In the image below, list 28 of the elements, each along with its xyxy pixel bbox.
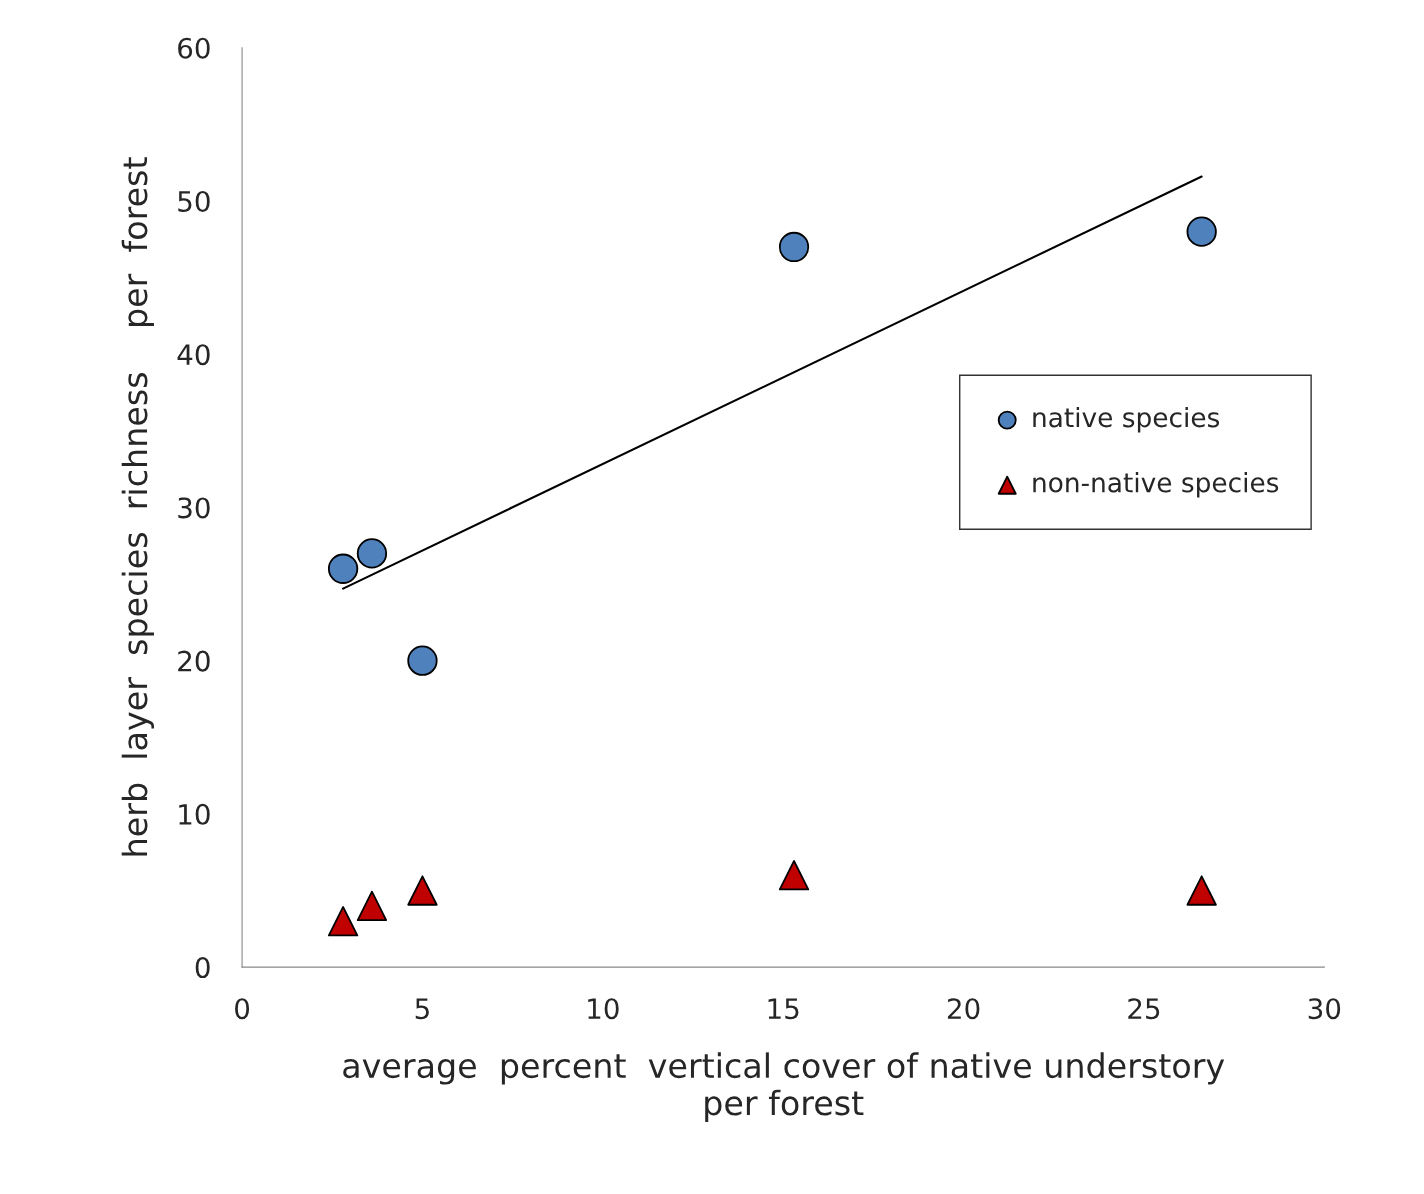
x-tick-label: 0 xyxy=(235,998,250,1020)
point xyxy=(778,860,810,891)
y-tick-label: 0 xyxy=(195,957,210,979)
point xyxy=(327,553,359,584)
y-tick-label: 30 xyxy=(178,497,210,519)
point xyxy=(1186,875,1217,906)
x-tick-label: 20 xyxy=(947,998,980,1020)
x-tick-label: 5 xyxy=(415,998,429,1020)
point xyxy=(778,231,810,263)
x-tick-label: 10 xyxy=(588,998,619,1020)
y-tick-label: 40 xyxy=(177,344,210,366)
y-tick-label: 50 xyxy=(178,190,210,212)
y-axis-title: herb layer species richness per forest xyxy=(121,157,154,856)
legend-label: native species xyxy=(1033,406,1220,433)
legend-label: non-native species xyxy=(1033,472,1279,498)
y-tick-label: 60 xyxy=(178,37,210,59)
x-axis-title: average percent vertical cover of native understory per forest xyxy=(343,1052,1225,1122)
x-tick-label: 15 xyxy=(768,998,799,1020)
point xyxy=(327,906,359,937)
point xyxy=(356,890,388,921)
point xyxy=(1186,216,1217,247)
y-tick-label: 20 xyxy=(178,650,210,672)
point xyxy=(407,645,438,676)
x-tick-label: 30 xyxy=(1308,998,1341,1020)
x-tick-label: 25 xyxy=(1128,998,1160,1020)
y-tick-label: 10 xyxy=(179,803,210,825)
point xyxy=(407,875,438,906)
point xyxy=(356,538,388,569)
